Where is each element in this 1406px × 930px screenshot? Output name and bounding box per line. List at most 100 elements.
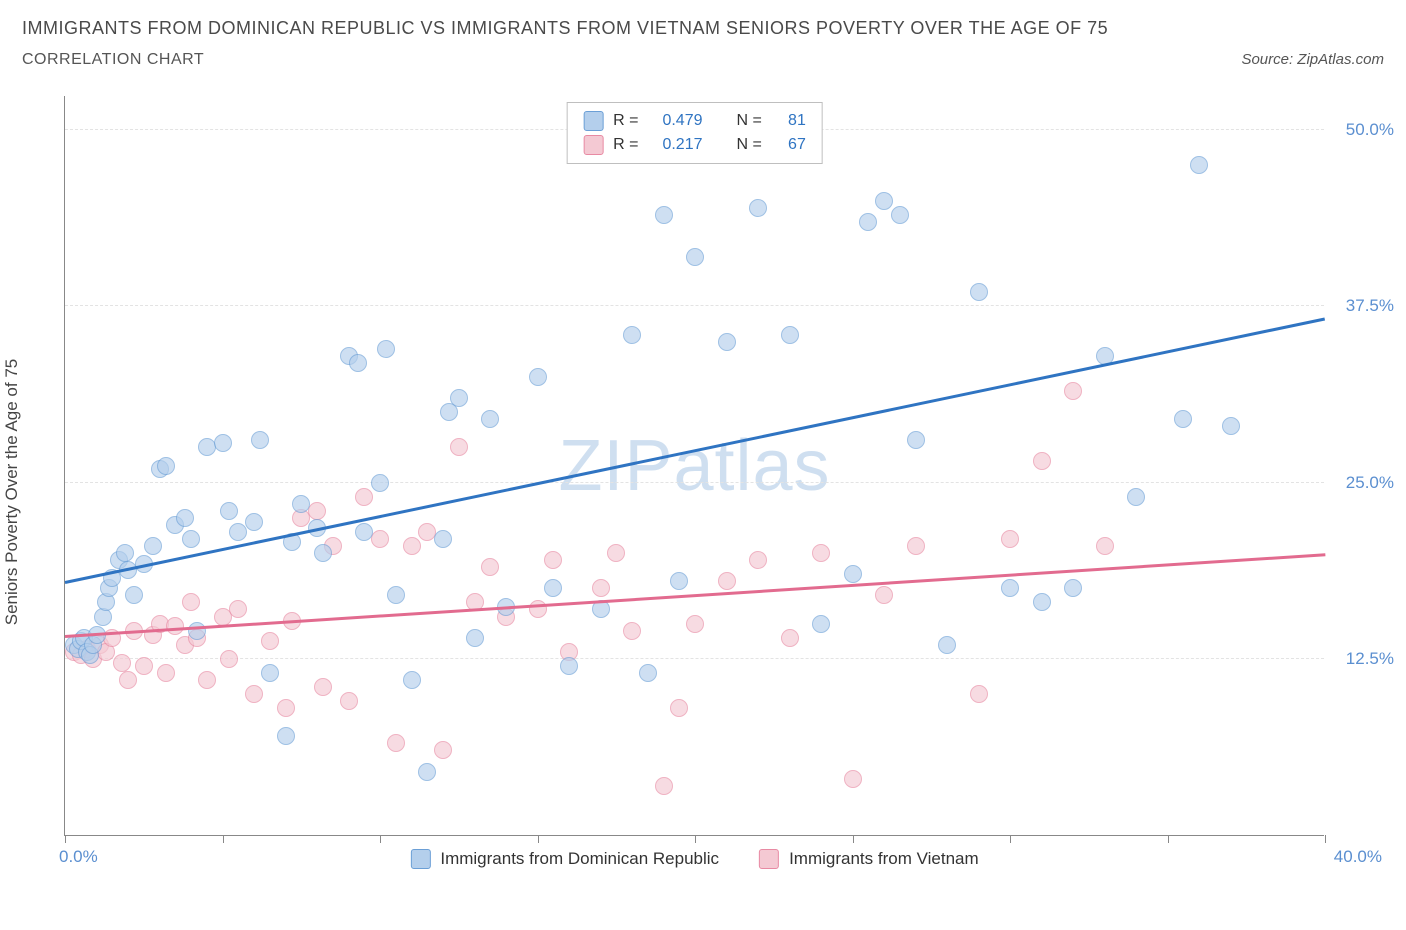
scatter-point — [544, 551, 562, 569]
n-label: N = — [737, 133, 762, 157]
scatter-point — [371, 474, 389, 492]
scatter-point — [1174, 410, 1192, 428]
stats-legend-row: R =0.479N =81 — [583, 109, 806, 133]
scatter-point — [277, 727, 295, 745]
scatter-point — [229, 600, 247, 618]
scatter-point — [403, 671, 421, 689]
scatter-point — [377, 340, 395, 358]
y-tick-label: 37.5% — [1346, 296, 1394, 316]
gridline — [65, 658, 1324, 659]
scatter-point — [560, 657, 578, 675]
scatter-point — [607, 544, 625, 562]
scatter-point — [1064, 382, 1082, 400]
x-tick — [65, 835, 66, 843]
scatter-point — [781, 629, 799, 647]
scatter-point — [859, 213, 877, 231]
scatter-point — [355, 523, 373, 541]
scatter-point — [450, 389, 468, 407]
scatter-point — [781, 326, 799, 344]
plot-area: ZIPatlas 12.5%25.0%37.5%50.0%0.0%40.0%R … — [64, 96, 1324, 836]
scatter-point — [844, 770, 862, 788]
y-axis-label: Seniors Poverty Over the Age of 75 — [2, 359, 22, 625]
chart-source: Source: ZipAtlas.com — [1241, 51, 1384, 68]
series-legend-item: Immigrants from Dominican Republic — [410, 849, 719, 869]
scatter-point — [245, 513, 263, 531]
scatter-point — [623, 622, 641, 640]
scatter-point — [119, 671, 137, 689]
scatter-point — [655, 206, 673, 224]
x-tick — [853, 835, 854, 843]
scatter-point — [481, 410, 499, 428]
scatter-point — [261, 664, 279, 682]
stats-legend: R =0.479N =81R =0.217N =67 — [566, 102, 823, 164]
scatter-point — [277, 699, 295, 717]
scatter-point — [403, 537, 421, 555]
scatter-point — [116, 544, 134, 562]
scatter-point — [292, 495, 310, 513]
r-value: 0.217 — [649, 133, 703, 157]
scatter-point — [1127, 488, 1145, 506]
scatter-point — [718, 572, 736, 590]
scatter-point — [229, 523, 247, 541]
x-tick — [1168, 835, 1169, 843]
scatter-point — [434, 530, 452, 548]
series-legend-label: Immigrants from Dominican Republic — [440, 849, 719, 869]
scatter-point — [670, 572, 688, 590]
scatter-point — [670, 699, 688, 717]
scatter-point — [434, 741, 452, 759]
scatter-point — [135, 657, 153, 675]
scatter-point — [245, 685, 263, 703]
scatter-point — [113, 654, 131, 672]
scatter-point — [907, 431, 925, 449]
scatter-point — [907, 537, 925, 555]
y-tick-label: 12.5% — [1346, 649, 1394, 669]
scatter-point — [1001, 530, 1019, 548]
scatter-point — [891, 206, 909, 224]
scatter-point — [639, 664, 657, 682]
scatter-point — [938, 636, 956, 654]
x-tick — [695, 835, 696, 843]
scatter-point — [157, 664, 175, 682]
stats-legend-row: R =0.217N =67 — [583, 133, 806, 157]
n-label: N = — [737, 109, 762, 133]
gridline — [65, 305, 1324, 306]
scatter-point — [544, 579, 562, 597]
y-tick-label: 50.0% — [1346, 120, 1394, 140]
scatter-point — [355, 488, 373, 506]
scatter-point — [220, 650, 238, 668]
x-tick — [1010, 835, 1011, 843]
scatter-point — [812, 615, 830, 633]
scatter-point — [875, 192, 893, 210]
scatter-point — [418, 763, 436, 781]
scatter-point — [387, 586, 405, 604]
legend-swatch — [759, 849, 779, 869]
r-value: 0.479 — [649, 109, 703, 133]
scatter-point — [481, 558, 499, 576]
x-tick — [380, 835, 381, 843]
chart-container: Seniors Poverty Over the Age of 75 ZIPat… — [22, 92, 1382, 892]
scatter-point — [387, 734, 405, 752]
scatter-point — [349, 354, 367, 372]
scatter-point — [1190, 156, 1208, 174]
n-value: 67 — [772, 133, 806, 157]
scatter-point — [371, 530, 389, 548]
scatter-point — [314, 678, 332, 696]
legend-swatch — [583, 111, 603, 131]
regression-line — [65, 318, 1326, 585]
scatter-point — [450, 438, 468, 456]
legend-swatch — [583, 135, 603, 155]
scatter-point — [176, 509, 194, 527]
scatter-point — [314, 544, 332, 562]
x-tick-label: 0.0% — [59, 847, 98, 867]
series-legend-label: Immigrants from Vietnam — [789, 849, 979, 869]
scatter-point — [1033, 593, 1051, 611]
scatter-point — [340, 692, 358, 710]
scatter-point — [686, 248, 704, 266]
scatter-point — [188, 622, 206, 640]
scatter-point — [749, 199, 767, 217]
scatter-point — [749, 551, 767, 569]
scatter-point — [157, 457, 175, 475]
scatter-point — [970, 283, 988, 301]
scatter-point — [182, 593, 200, 611]
series-legend-item: Immigrants from Vietnam — [759, 849, 979, 869]
